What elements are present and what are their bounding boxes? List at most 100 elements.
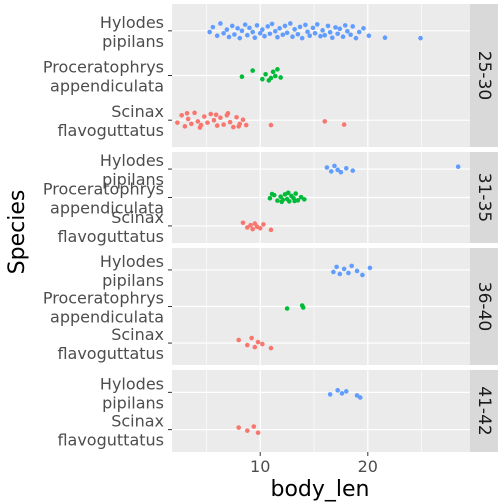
y-tick-label-line: flavoguttatus	[57, 431, 164, 450]
data-point	[249, 335, 254, 341]
data-point	[286, 199, 292, 204]
y-tick-label-line: Hylodes	[100, 151, 164, 170]
data-point	[275, 198, 280, 203]
y-tick-label-line: flavoguttatus	[57, 344, 164, 363]
y-tick-label-line: Scinax	[111, 102, 164, 121]
data-point	[333, 25, 338, 30]
data-point	[257, 30, 263, 36]
data-point	[343, 165, 349, 171]
data-point	[299, 35, 305, 41]
data-point	[331, 269, 336, 275]
y-tick-label-line: Scinax	[111, 208, 164, 227]
data-point	[339, 391, 345, 396]
data-point	[318, 33, 323, 39]
data-point	[341, 266, 347, 272]
data-point	[324, 165, 330, 170]
y-tick-label-line: flavoguttatus	[57, 227, 164, 246]
data-point	[175, 120, 180, 125]
data-point	[267, 195, 273, 201]
y-tick-label-line: Scinax	[111, 325, 164, 344]
data-point	[293, 191, 299, 196]
y-tick-label: Hylodes pipilans	[100, 151, 164, 189]
data-point	[354, 268, 360, 274]
data-point	[305, 29, 310, 35]
data-point	[310, 25, 316, 31]
data-point	[179, 112, 184, 118]
data-point	[341, 122, 347, 127]
y-tick-label-line: Hylodes	[100, 374, 164, 393]
x-tick-label: 10	[250, 457, 270, 476]
y-tick-label: Scinax flavoguttatus	[57, 412, 164, 450]
data-point	[240, 117, 246, 122]
data-point	[245, 225, 250, 230]
data-point	[328, 169, 334, 174]
data-point	[234, 114, 239, 120]
data-point	[302, 197, 307, 202]
data-point	[314, 22, 320, 27]
y-tick-label: Proceratophrys appendiculata	[43, 289, 164, 327]
data-point	[245, 342, 250, 348]
data-point	[270, 69, 276, 75]
data-point	[366, 33, 372, 39]
y-tick-label: Scinax flavoguttatus	[57, 102, 164, 140]
data-point	[325, 23, 331, 29]
facet-strip	[470, 4, 498, 147]
data-point	[367, 265, 373, 271]
data-point	[235, 26, 240, 31]
y-tick-label: Scinax flavoguttatus	[57, 325, 164, 363]
data-point	[350, 168, 356, 173]
facet-strip-label: 25-30	[474, 51, 494, 100]
data-point	[245, 428, 250, 433]
data-point	[278, 75, 283, 80]
y-tick-label: Proceratophrys appendiculata	[43, 180, 164, 218]
y-tick-label-line: Hylodes	[100, 252, 164, 271]
data-point	[298, 194, 304, 200]
data-point	[242, 22, 248, 27]
data-point	[205, 120, 210, 125]
data-point	[268, 345, 274, 351]
y-tick-label: Hylodes pipilans	[100, 374, 164, 412]
data-point	[208, 111, 214, 117]
data-point	[248, 222, 253, 228]
data-point	[224, 27, 230, 32]
data-point	[243, 122, 249, 128]
data-point	[268, 75, 274, 81]
data-point	[214, 33, 220, 39]
data-point	[221, 122, 226, 127]
data-point	[226, 34, 232, 40]
data-point	[251, 424, 257, 429]
data-point	[192, 110, 197, 116]
data-point	[300, 305, 306, 310]
panels-layer	[168, 4, 498, 452]
data-point	[357, 395, 363, 400]
data-point	[335, 31, 340, 37]
data-point	[349, 263, 354, 269]
data-point	[225, 111, 231, 116]
data-point	[218, 21, 223, 26]
data-point	[322, 119, 328, 124]
data-point	[213, 112, 219, 118]
facet-strip-label: 41-42	[474, 386, 494, 435]
data-point	[252, 344, 258, 350]
data-point	[265, 24, 271, 29]
data-point	[279, 199, 285, 205]
data-point	[356, 29, 362, 35]
data-point	[297, 24, 303, 30]
data-point	[280, 32, 286, 38]
data-point	[360, 272, 365, 278]
data-point	[285, 190, 291, 196]
data-point	[288, 21, 293, 26]
data-point	[185, 116, 191, 122]
data-point	[232, 32, 237, 37]
y-tick-label-line: pipilans	[102, 271, 164, 290]
data-point	[382, 35, 388, 40]
data-point	[237, 35, 243, 41]
data-point	[250, 68, 255, 73]
facet-strip	[470, 248, 498, 365]
y-tick-label: Hylodes pipilans	[100, 252, 164, 290]
data-point	[262, 33, 267, 39]
data-point	[268, 122, 274, 128]
data-point	[231, 124, 236, 130]
panel-background	[172, 370, 470, 452]
